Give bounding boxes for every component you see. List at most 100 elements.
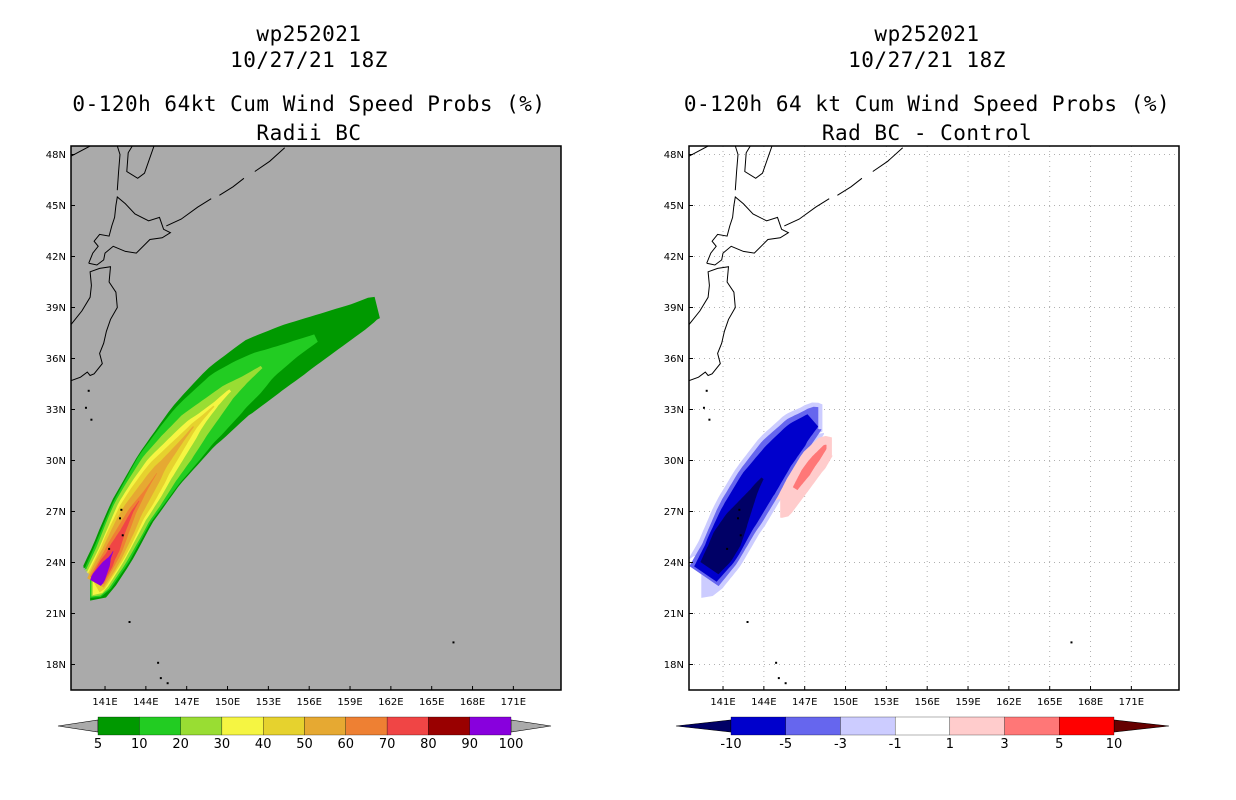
colorbar-label: -3 — [834, 737, 847, 752]
coastline — [116, 146, 121, 191]
colorbar-swatch — [304, 716, 346, 736]
plot-frame — [688, 145, 1180, 691]
colorbar-swatch — [840, 716, 896, 736]
y-tick-label: 48N — [664, 150, 684, 161]
island-marker — [166, 682, 169, 685]
colorbar-label: 40 — [255, 737, 272, 752]
y-tick-label: 45N — [664, 201, 684, 212]
island-marker — [1070, 641, 1073, 644]
island-marker — [119, 517, 121, 520]
colorbar-label: 100 — [499, 737, 524, 752]
x-tick-label: 153E — [256, 697, 281, 708]
island-marker — [775, 661, 778, 664]
colorbar-swatch — [730, 716, 786, 736]
coastline — [689, 266, 736, 382]
y-tick-label: 24N — [664, 558, 684, 569]
island-marker — [157, 661, 160, 664]
x-tick-label: 150E — [833, 697, 858, 708]
contour-5-percent — [83, 296, 380, 601]
colorbar-over-arrow — [510, 719, 552, 733]
right-title-subtitle: Rad BC - Control — [821, 121, 1033, 145]
colorbar-swatch — [180, 716, 223, 736]
colorbar-label: 70 — [379, 737, 396, 752]
contour-neg-10 — [700, 477, 764, 575]
y-tick-label: 39N — [664, 303, 684, 314]
coastline — [254, 147, 286, 172]
colorbar-swatch — [785, 716, 841, 736]
x-tick-label: 147E — [174, 697, 199, 708]
colorbar-swatch — [949, 716, 1005, 736]
colorbar-swatch — [345, 716, 388, 736]
x-tick-label: 159E — [337, 697, 362, 708]
x-tick-label: 168E — [460, 697, 485, 708]
y-tick-label: 39N — [46, 303, 66, 314]
x-tick-label: 144E — [751, 697, 776, 708]
x-tick-label: 168E — [1078, 697, 1103, 708]
x-tick-label: 165E — [419, 697, 444, 708]
x-tick-label: 150E — [215, 697, 240, 708]
colorbar-label: 20 — [172, 737, 189, 752]
y-tick-label: 21N — [664, 609, 684, 620]
plot-area — [71, 146, 455, 685]
x-tick-label: 153E — [874, 697, 899, 708]
x-tick-label: 156E — [914, 697, 939, 708]
island-marker — [90, 418, 93, 421]
y-tick-label: 21N — [46, 609, 66, 620]
colorbar-swatch — [1004, 716, 1060, 736]
left-title-subtitle: Radii BC — [256, 121, 362, 145]
colorbar-label: -5 — [779, 737, 792, 752]
colorbar-over-arrow — [1113, 719, 1170, 733]
island-marker — [705, 389, 708, 392]
plot-frame — [70, 145, 562, 691]
left-title-storm-id: wp252021 — [256, 22, 362, 46]
y-tick-label: 42N — [664, 252, 684, 263]
coastline — [88, 196, 172, 266]
y-tick-label: 45N — [46, 201, 66, 212]
x-tick-label: 165E — [1037, 697, 1062, 708]
island-marker — [739, 534, 742, 537]
island-marker — [702, 406, 705, 409]
plot-background — [71, 146, 561, 690]
coastline — [219, 177, 245, 196]
coastline — [872, 147, 904, 172]
colorbar-label: 60 — [338, 737, 355, 752]
island-marker — [726, 547, 729, 550]
colorbar-swatch — [97, 716, 140, 736]
colorbar-label: -1 — [889, 737, 902, 752]
contour-pos-3 — [792, 444, 827, 491]
y-tick-label: 33N — [46, 405, 66, 416]
right-title-product: 0-120h 64 kt Cum Wind Speed Probs (%) — [683, 92, 1171, 116]
colorbar-label: 90 — [461, 737, 478, 752]
coastline — [706, 196, 790, 266]
island-marker — [452, 641, 455, 644]
colorbar-label: 5 — [94, 737, 102, 752]
right-panel: wp252021 10/27/21 18Z 0-120h 64 kt Cum W… — [618, 0, 1236, 800]
plot-area — [689, 146, 1179, 690]
colorbar-label: 10 — [131, 737, 148, 752]
x-tick-label: 171E — [501, 697, 526, 708]
y-tick-label: 48N — [46, 150, 66, 161]
coastline — [784, 198, 830, 227]
plot-right: 141E 144E 147E 150E 153E 156E 159E 162E 165E 168E… — [664, 145, 1180, 752]
y-tick-label: 24N — [46, 558, 66, 569]
y-tick-label: 30N — [664, 456, 684, 467]
colorbar-swatch — [1059, 716, 1115, 736]
island-marker — [746, 621, 749, 623]
island-marker — [737, 517, 739, 520]
colorbar-swatch — [139, 716, 181, 736]
y-tick-label: 33N — [664, 405, 684, 416]
island-marker — [121, 534, 124, 537]
colorbar-label: 5 — [1055, 737, 1063, 752]
x-tick-label: 162E — [378, 697, 403, 708]
colorbar-swatch — [221, 716, 264, 736]
colorbar-under-arrow — [675, 719, 732, 733]
island-marker — [708, 418, 711, 421]
right-title-storm-id: wp252021 — [874, 22, 980, 46]
right-title-date: 10/27/21 18Z — [848, 48, 1006, 72]
x-tick-label: 156E — [296, 697, 321, 708]
left-title-date: 10/27/21 18Z — [230, 48, 388, 72]
island-marker — [84, 406, 87, 409]
plot-background — [689, 146, 1179, 690]
x-tick-label: 144E — [133, 697, 158, 708]
